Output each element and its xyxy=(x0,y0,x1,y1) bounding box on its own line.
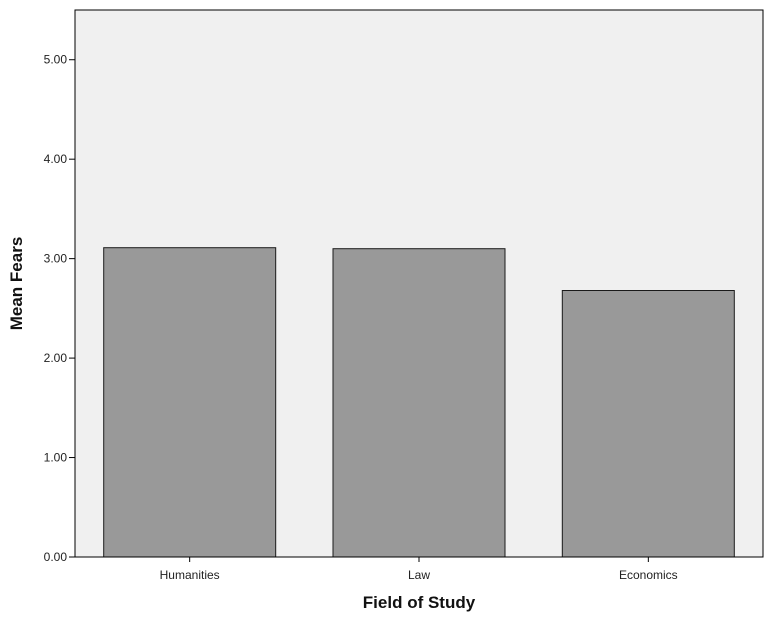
x-tick-label: Law xyxy=(408,568,430,582)
x-tick-label: Economics xyxy=(619,568,678,582)
y-tick-label: 5.00 xyxy=(44,53,68,67)
x-axis-ticks: Humanities Law Economics xyxy=(160,557,678,582)
x-axis-title: Field of Study xyxy=(363,593,476,612)
y-tick-label: 2.00 xyxy=(44,351,68,365)
x-tick-label: Humanities xyxy=(160,568,220,582)
y-tick-label: 3.00 xyxy=(44,252,68,266)
bars-group xyxy=(103,247,735,558)
y-axis-title: Mean Fears xyxy=(7,237,26,331)
bar-economics xyxy=(561,290,735,558)
bar-law xyxy=(332,248,506,558)
y-tick-label: 4.00 xyxy=(44,152,68,166)
bar-humanities xyxy=(103,247,277,558)
y-tick-label: 1.00 xyxy=(44,451,68,465)
y-tick-label: 0.00 xyxy=(44,550,68,564)
y-axis-ticks: 0.00 1.00 2.00 3.00 4.00 5.00 xyxy=(44,53,75,564)
